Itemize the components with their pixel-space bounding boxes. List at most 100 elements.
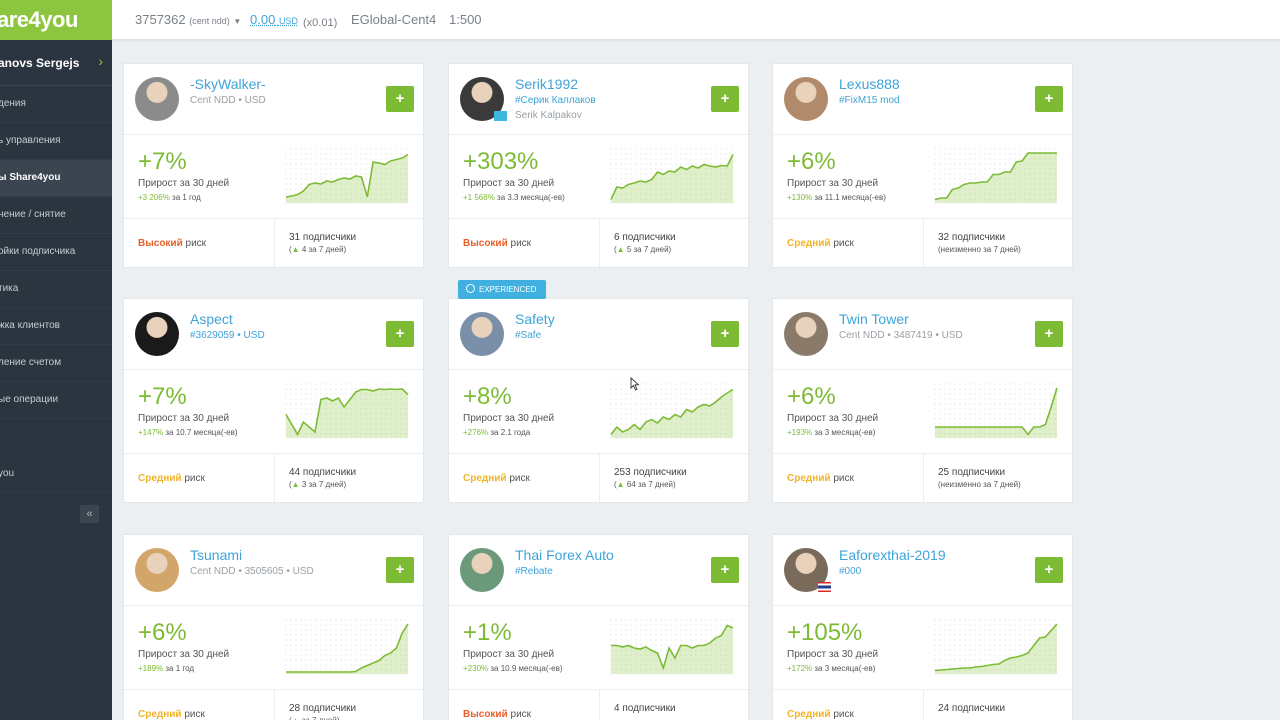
risk-level-value: Средний	[787, 473, 831, 484]
sidebar-nav-label: тика	[0, 283, 19, 294]
trader-name[interactable]: Tsunami	[190, 547, 243, 563]
subscribe-button[interactable]: +	[1035, 86, 1063, 112]
subscriber-count: 253 подписчики	[614, 467, 687, 478]
account-selector[interactable]: 3757362 (cent ndd) ▼	[135, 12, 241, 27]
trader-avatar[interactable]	[135, 312, 179, 356]
sidebar-nav-item[interactable]: ь управления	[0, 123, 112, 160]
risk-level: Высокий риск	[463, 709, 531, 720]
strategy-info[interactable]: #3629059 • USD	[190, 330, 265, 341]
divider	[923, 218, 924, 267]
subscriber-count: 32 подписчики	[938, 232, 1006, 243]
subscriber-change-value: 4	[301, 245, 307, 254]
trader-avatar[interactable]	[460, 312, 504, 356]
trader-avatar[interactable]	[784, 312, 828, 356]
total-growth-value: +1 568%	[463, 193, 495, 202]
risk-word: риск	[833, 473, 854, 484]
subscribe-button[interactable]: +	[1035, 557, 1063, 583]
trader-name[interactable]: Eaforexthai-2019	[839, 547, 946, 563]
sidebar-nav-item[interactable]: ы Share4you	[0, 160, 112, 197]
trader-avatar[interactable]	[135, 77, 179, 121]
total-growth-value: +130%	[787, 193, 813, 202]
sparkline-line	[610, 388, 734, 435]
trader-name[interactable]: Safety	[515, 311, 555, 327]
divider	[274, 689, 275, 720]
sidebar-nav-item[interactable]: ые операции	[0, 382, 112, 419]
total-growth-period: за 10.7 месяца(-ев)	[165, 428, 238, 437]
leverage: 1:500	[449, 12, 482, 27]
user-menu[interactable]: anovs Sergejs ›	[0, 40, 112, 86]
subscriber-change-period: за 7 дней)	[308, 480, 347, 489]
subscriber-change-period: за 7 дней)	[302, 716, 340, 720]
sidebar-nav-item[interactable]: ойки подписчика	[0, 234, 112, 271]
subscribe-button[interactable]: +	[1035, 321, 1063, 347]
sidebar-nav-item[interactable]: жка клиентов	[0, 308, 112, 345]
sidebar-nav-item[interactable]: дения	[0, 86, 112, 123]
balance-link[interactable]: 0.00 USD	[250, 12, 298, 27]
subscriber-change: (▲ за 7 дней)	[289, 716, 340, 720]
sidebar-nav-item[interactable]: ление счетом	[0, 345, 112, 382]
total-growth-period: за 1 год	[172, 193, 201, 202]
subscriber-count: 44 подписчики	[289, 467, 357, 478]
growth-label: Прирост за 30 дней	[787, 649, 879, 660]
divider	[773, 134, 1072, 135]
sidebar-nav-label: дения	[0, 98, 26, 109]
trader-name[interactable]: Serik1992	[515, 76, 579, 92]
trader-name[interactable]: Twin Tower	[839, 311, 909, 327]
trader-name[interactable]: -SkyWalker-	[190, 76, 266, 92]
subscribe-button[interactable]: +	[711, 321, 739, 347]
risk-level: Средний риск	[463, 473, 530, 484]
total-growth-period: за 3 месяца(-ев)	[814, 664, 876, 673]
total-growth: +172% за 3 месяца(-ев)	[787, 664, 875, 673]
trader-name[interactable]: Aspect	[190, 311, 233, 327]
strategy-info[interactable]: #FixM15 mod	[839, 95, 900, 106]
subscribe-button[interactable]: +	[386, 557, 414, 583]
strategy-info[interactable]: #Серик Каллаков	[515, 95, 596, 106]
growth-percent: +7%	[138, 383, 187, 410]
trader-avatar[interactable]	[135, 548, 179, 592]
risk-level: Высокий риск	[463, 238, 531, 249]
subscribe-button[interactable]: +	[386, 321, 414, 347]
subscriber-count: 4 подписчики	[614, 703, 676, 714]
strategy-card: Twin Tower Cent NDD • 3487419 • USD + +6% Пр…	[772, 298, 1073, 503]
strategy-info[interactable]: #000	[839, 566, 862, 577]
trader-avatar[interactable]	[784, 77, 828, 121]
subscribe-button[interactable]: +	[711, 557, 739, 583]
risk-level-value: Средний	[787, 709, 831, 720]
sidebar-nav-item[interactable]: нение / снятие	[0, 197, 112, 234]
subscribe-button[interactable]: +	[386, 86, 414, 112]
sidebar-nav-item[interactable]: тика	[0, 271, 112, 308]
risk-level: Высокий риск	[138, 238, 206, 249]
account-type: (cent ndd)	[189, 16, 230, 26]
risk-word: риск	[185, 238, 207, 249]
trader-avatar[interactable]	[460, 548, 504, 592]
strategy-info[interactable]: #Rebate	[515, 566, 553, 577]
subscribe-button[interactable]: +	[711, 86, 739, 112]
sparkline-grid	[285, 148, 409, 204]
sparkline-line	[934, 623, 1058, 672]
sparkline-line	[934, 152, 1057, 201]
strategy-info[interactable]: #Safe	[515, 330, 542, 341]
trader-name[interactable]: Lexus888	[839, 76, 900, 92]
total-growth-period: за 1 год	[165, 664, 195, 673]
sparkline-area	[935, 624, 1057, 674]
strategy-info: Cent NDD • USD	[190, 95, 266, 106]
risk-level-value: Высокий	[463, 238, 508, 249]
growth-sparkline	[934, 619, 1058, 675]
subscriber-change: (▲ 5 за 7 дней)	[614, 245, 672, 254]
share4you-logo[interactable]: are4you	[0, 0, 112, 40]
growth-percent: +1%	[463, 619, 512, 646]
trader-name[interactable]: Thai Forex Auto	[515, 547, 614, 563]
subscriber-change: (неизменно за 7 дней)	[938, 480, 1021, 489]
sidebar-nav-label: нение / снятие	[0, 209, 66, 220]
total-growth: +3 206% за 1 год	[138, 193, 201, 202]
sidebar-nav-item[interactable]: you	[0, 456, 112, 493]
divider	[923, 689, 924, 720]
subscriber-change-value: 5	[626, 245, 632, 254]
growth-percent: +303%	[463, 148, 539, 175]
subscriber-change: (▲ 4 за 7 дней)	[289, 245, 347, 254]
sparkline-area	[611, 154, 733, 203]
strategy-card: Safety #Safe + +8% Прирост за 30 дней +276% з…	[448, 298, 749, 503]
collapse-sidebar-button[interactable]: «	[80, 505, 99, 523]
subscriber-change-value: 64	[626, 480, 636, 489]
subscriber-change-text: неизменно за 7 дней)	[940, 480, 1021, 489]
